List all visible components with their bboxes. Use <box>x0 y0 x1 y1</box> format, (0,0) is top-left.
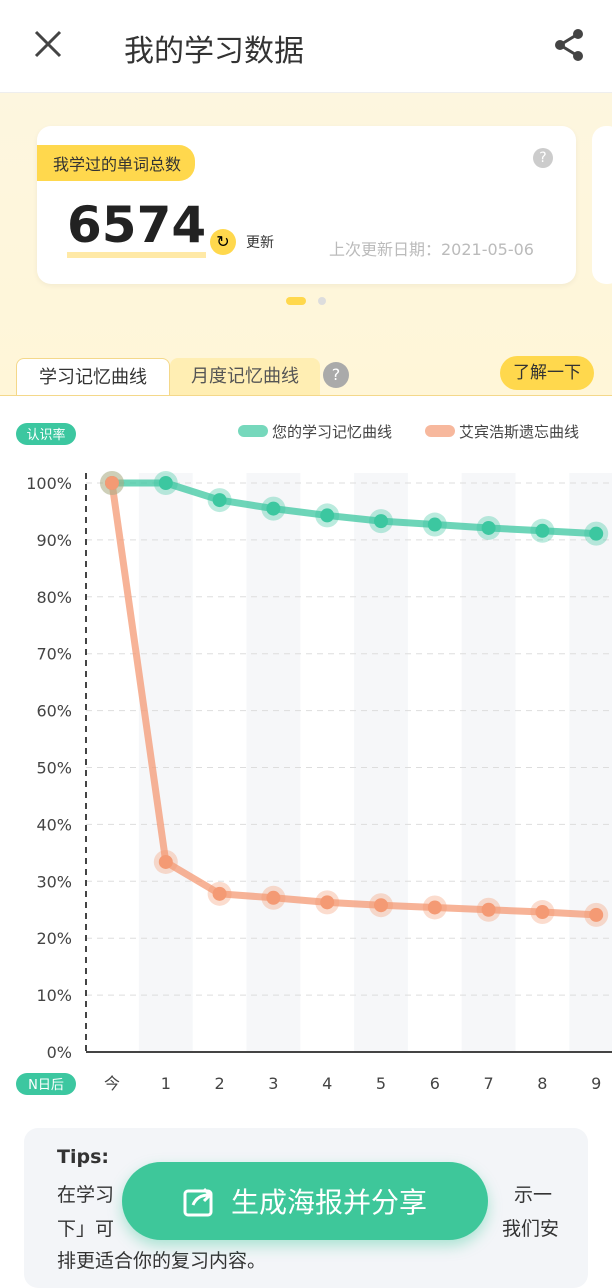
tips-text: 示一 <box>514 1184 553 1206</box>
data-point <box>266 890 281 905</box>
legend-swatch <box>425 425 455 437</box>
word-count-card: 我学过的单词总数 ? 6574 ↻ 更新 上次更新日期：2021-05-06 <box>37 126 576 284</box>
x-tick-label: 2 <box>215 1074 225 1093</box>
button-label: 生成海报并分享 <box>230 1186 427 1219</box>
tips-text: 下」可 <box>57 1218 115 1240</box>
series-line <box>108 482 597 919</box>
data-point <box>589 526 604 541</box>
tips-text: 在学习 <box>57 1184 115 1206</box>
x-tick-label: 6 <box>430 1074 440 1093</box>
tips-text: 排更适合你的复习内容。 <box>57 1250 267 1272</box>
share-poster-button[interactable]: 生成海报并分享 <box>122 1162 488 1240</box>
data-point <box>105 476 119 490</box>
share-icon[interactable] <box>552 28 588 62</box>
x-tick-label: 今 <box>104 1074 120 1093</box>
y-tick-label: 100% <box>26 474 72 493</box>
refresh-icon[interactable]: ↻ <box>210 229 236 255</box>
y-axis-title-bg <box>16 423 76 445</box>
x-tick-label: 9 <box>591 1074 601 1093</box>
y-tick-label: 50% <box>36 759 72 778</box>
data-point <box>535 523 550 538</box>
page-dot <box>318 297 326 305</box>
y-tick-label: 90% <box>36 531 72 550</box>
x-axis-title-bg <box>16 1073 76 1095</box>
data-point <box>535 905 550 920</box>
data-point <box>212 886 227 901</box>
y-tick-label: 40% <box>36 815 72 834</box>
chart: 0% 10% 20% 30% 40% 50% 60% 70% 80% 90% 100% 认识率 N日后 今… <box>16 423 612 1095</box>
data-point <box>589 907 604 922</box>
divider <box>0 395 612 396</box>
data-point <box>427 517 442 532</box>
updated-date: 上次更新日期：2021-05-06 <box>329 240 534 259</box>
data-point <box>158 476 173 490</box>
data-point <box>266 501 281 516</box>
header: 我的学习数据 <box>0 0 612 93</box>
x-tick-label: 7 <box>484 1074 494 1093</box>
x-tick-label: 4 <box>322 1074 332 1093</box>
legend-label: 艾宾浩斯遗忘曲线 <box>459 423 579 441</box>
x-axis-title: N日后 <box>28 1078 64 1093</box>
x-tick-label: 5 <box>376 1074 386 1093</box>
card-label: 我学过的单词总数 <box>37 145 196 181</box>
data-point <box>481 520 496 535</box>
data-point <box>320 508 335 523</box>
help-icon[interactable]: ? <box>323 362 349 388</box>
legend-label: 您的学习记忆曲线 <box>272 423 392 441</box>
legend-swatch <box>238 425 268 437</box>
page-title: 我的学习数据 <box>124 34 304 69</box>
share-box-icon <box>183 1187 213 1217</box>
data-point <box>427 900 442 915</box>
word-count: 6574 <box>67 198 207 258</box>
column-stripe <box>569 473 612 1052</box>
data-point <box>374 898 388 913</box>
refresh-label[interactable]: 更新 <box>246 235 274 251</box>
data-point <box>158 854 173 869</box>
column-stripe <box>461 473 516 1052</box>
column-stripe <box>138 473 193 1052</box>
tab-active[interactable]: 学习记忆曲线 <box>16 358 170 396</box>
close-icon[interactable] <box>32 28 64 60</box>
y-tick-label: 30% <box>36 872 72 891</box>
y-tick-label: 80% <box>36 588 72 607</box>
data-point <box>320 895 335 910</box>
column-stripe <box>354 473 408 1052</box>
data-point <box>374 514 388 529</box>
tips-text: 我们安 <box>502 1218 560 1240</box>
y-axis-title: 认识率 <box>26 427 65 443</box>
next-card <box>592 126 612 284</box>
y-tick-label: 0% <box>47 1043 72 1062</box>
y-tick-label: 60% <box>36 702 72 721</box>
data-point <box>212 493 227 508</box>
learn-more-button[interactable]: 了解一下 <box>500 356 594 390</box>
x-tick-label: 8 <box>537 1074 547 1093</box>
y-tick-label: 20% <box>36 929 72 948</box>
column-stripe <box>246 473 301 1052</box>
help-icon[interactable]: ? <box>533 148 553 168</box>
y-tick-label: 70% <box>36 645 72 664</box>
x-tick-label: 1 <box>161 1074 171 1093</box>
tips-title: Tips: <box>57 1146 109 1168</box>
tab[interactable]: 月度记忆曲线 <box>170 358 320 395</box>
series-line <box>112 479 597 538</box>
y-tick-label: 10% <box>36 986 72 1005</box>
data-point <box>481 902 496 917</box>
x-tick-label: 3 <box>268 1074 278 1093</box>
page-dot <box>286 297 306 305</box>
